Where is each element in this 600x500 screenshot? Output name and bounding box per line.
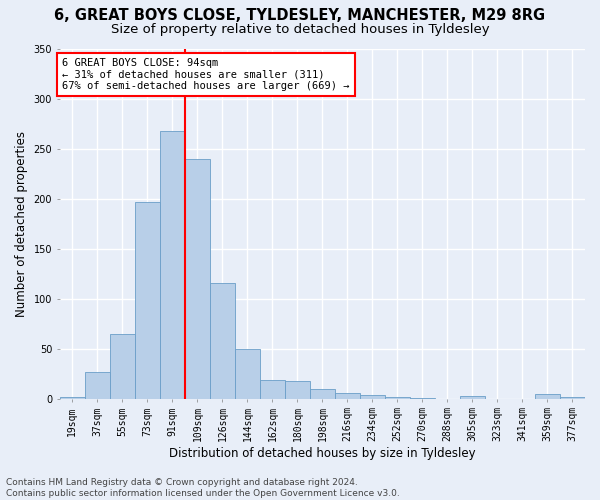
Bar: [310, 388, 335, 398]
Bar: [260, 380, 285, 398]
Bar: [110, 334, 135, 398]
Bar: [335, 392, 360, 398]
Text: 6 GREAT BOYS CLOSE: 94sqm
← 31% of detached houses are smaller (311)
67% of semi: 6 GREAT BOYS CLOSE: 94sqm ← 31% of detac…: [62, 58, 350, 91]
Bar: [60, 396, 85, 398]
Y-axis label: Number of detached properties: Number of detached properties: [15, 131, 28, 317]
Bar: [535, 394, 560, 398]
Bar: [285, 380, 310, 398]
Bar: [235, 348, 260, 399]
Bar: [85, 372, 110, 398]
Bar: [560, 396, 585, 398]
Bar: [385, 396, 410, 398]
Bar: [185, 159, 210, 398]
Bar: [460, 396, 485, 398]
Bar: [135, 202, 160, 398]
Text: 6, GREAT BOYS CLOSE, TYLDESLEY, MANCHESTER, M29 8RG: 6, GREAT BOYS CLOSE, TYLDESLEY, MANCHEST…: [55, 8, 545, 22]
Bar: [210, 282, 235, 399]
Text: Size of property relative to detached houses in Tyldesley: Size of property relative to detached ho…: [110, 22, 490, 36]
Bar: [360, 394, 385, 398]
X-axis label: Distribution of detached houses by size in Tyldesley: Distribution of detached houses by size …: [169, 447, 476, 460]
Text: Contains HM Land Registry data © Crown copyright and database right 2024.
Contai: Contains HM Land Registry data © Crown c…: [6, 478, 400, 498]
Bar: [160, 131, 185, 398]
